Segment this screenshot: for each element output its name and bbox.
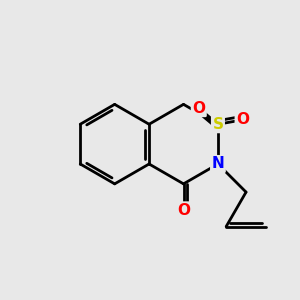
Text: S: S [212, 117, 224, 132]
Text: O: O [236, 112, 249, 128]
Text: N: N [212, 157, 224, 172]
Text: O: O [177, 203, 190, 218]
Text: O: O [192, 100, 205, 116]
